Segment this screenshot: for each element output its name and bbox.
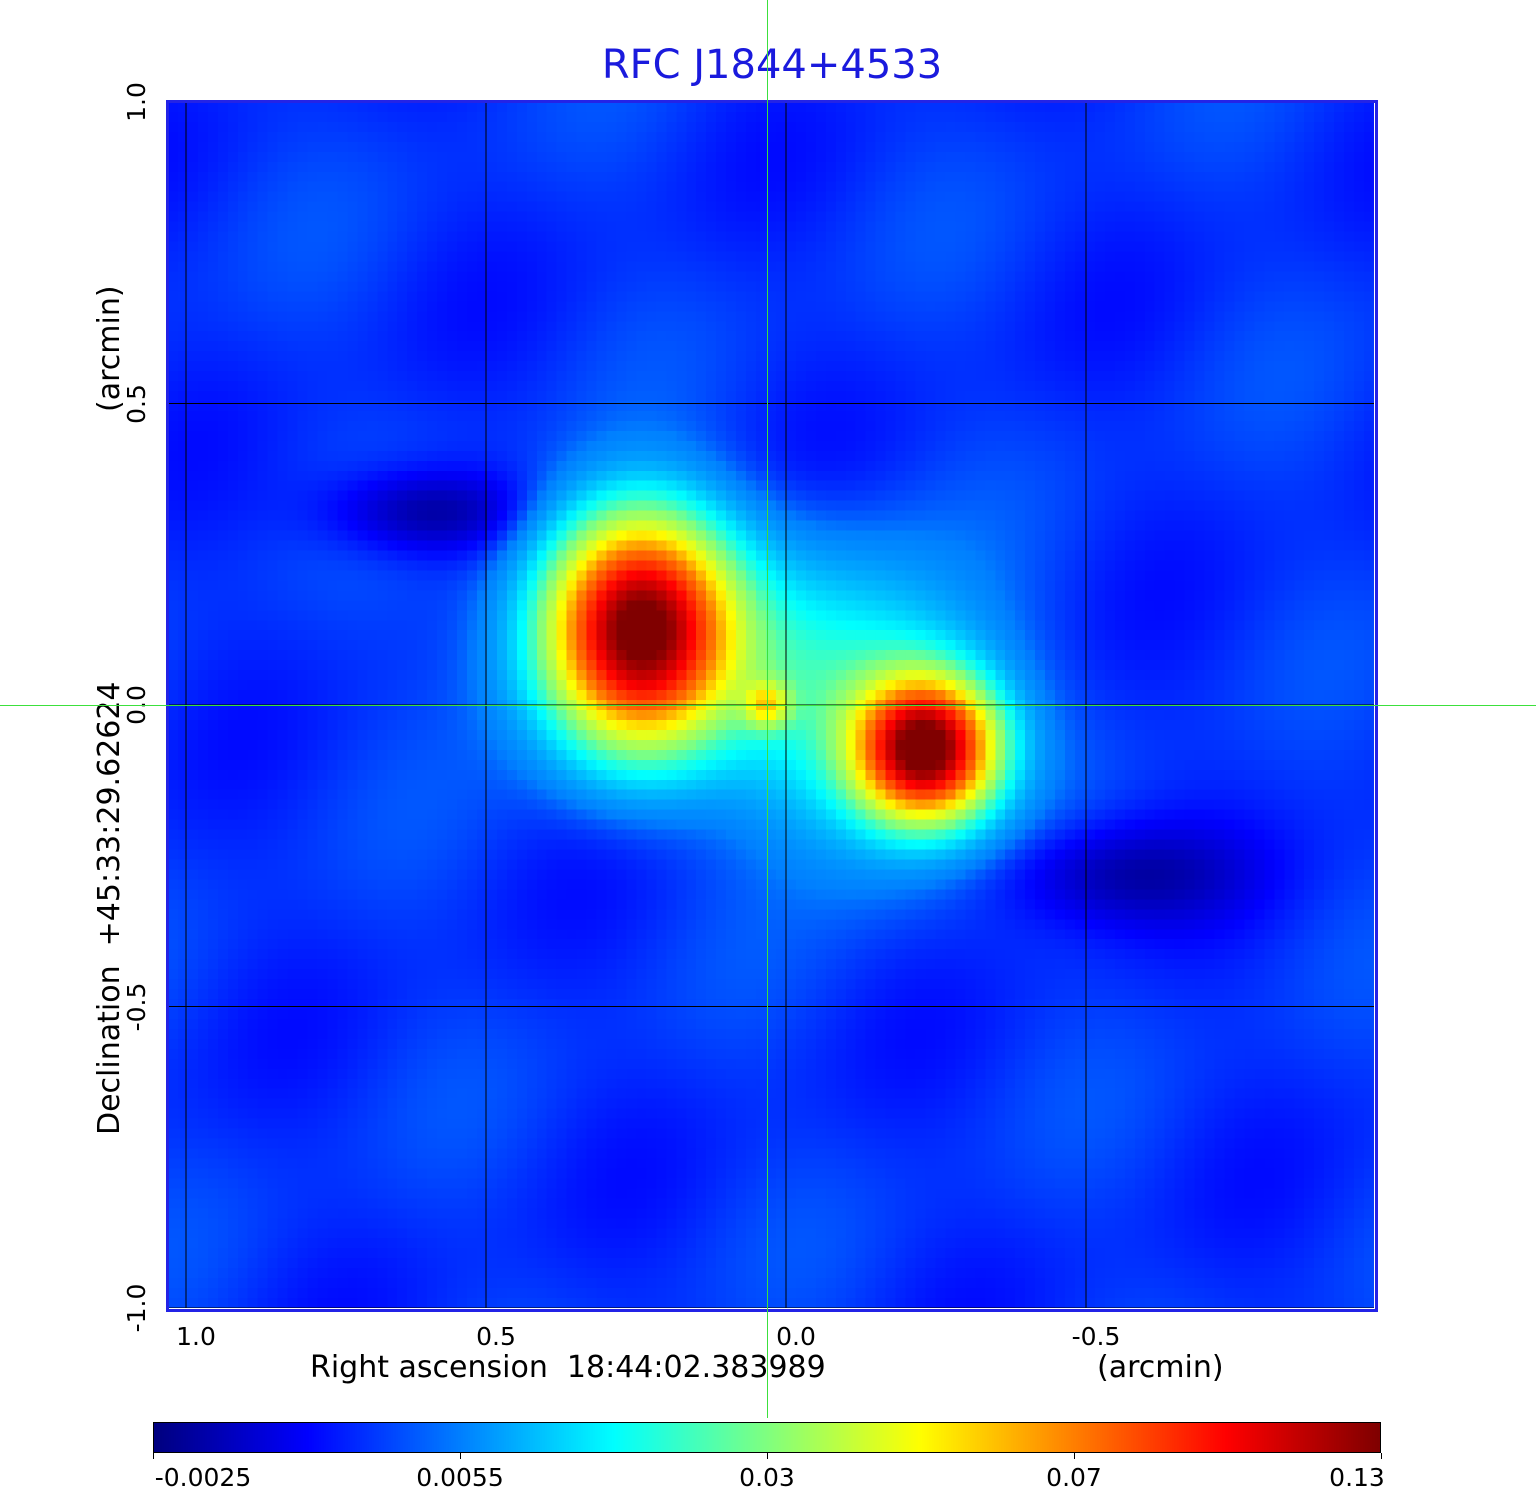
colorbar bbox=[153, 1422, 1381, 1453]
y-axis-label: Declination +45:33:29.62624 bbox=[92, 681, 127, 1135]
crosshair-vertical bbox=[766, 0, 768, 1418]
colorbar-tick-label: 0.0055 bbox=[416, 1463, 504, 1492]
x-tick-label: 0.5 bbox=[476, 1322, 516, 1351]
y-tick-label: -1.0 bbox=[122, 1283, 151, 1333]
colorbar-tick-label: 0.13 bbox=[1329, 1463, 1385, 1492]
chart-title: RFC J1844+4533 bbox=[601, 42, 943, 88]
y-axis-unit: (arcmin) bbox=[92, 285, 127, 412]
colorbar-tick bbox=[1074, 1453, 1075, 1459]
crosshair-horizontal bbox=[0, 705, 1536, 706]
x-tick-label: 1.0 bbox=[176, 1322, 216, 1351]
x-axis-unit: (arcmin) bbox=[1097, 1350, 1224, 1385]
colorbar-tick-label: 0.07 bbox=[1046, 1463, 1102, 1492]
plot-frame bbox=[166, 100, 1378, 1312]
x-tick-label: 0.0 bbox=[776, 1322, 816, 1351]
y-tick-label: 1.0 bbox=[122, 82, 151, 122]
colorbar-tick bbox=[460, 1453, 461, 1459]
colorbar-tick-label: -0.0025 bbox=[154, 1463, 252, 1492]
colorbar-tick bbox=[1381, 1453, 1382, 1459]
colorbar-tick bbox=[153, 1453, 154, 1459]
x-axis-label: Right ascension 18:44:02.383989 bbox=[310, 1350, 826, 1385]
x-tick-label: -0.5 bbox=[1071, 1322, 1121, 1351]
colorbar-tick bbox=[767, 1453, 768, 1459]
colorbar-tick-label: 0.03 bbox=[739, 1463, 795, 1492]
